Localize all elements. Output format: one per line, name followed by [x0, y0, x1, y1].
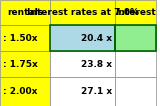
Text: Interest: Interest: [115, 8, 156, 17]
Bar: [50, 0, 115, 25]
Text: rentals: rentals: [7, 8, 43, 17]
Text: : 1.75x: : 1.75x: [3, 60, 38, 69]
Bar: [0, 77, 50, 106]
Text: 20.4 x: 20.4 x: [81, 34, 112, 43]
Text: Interest rates at 7.0%: Interest rates at 7.0%: [27, 8, 139, 17]
Text: 23.8 x: 23.8 x: [81, 60, 112, 69]
Bar: [115, 25, 156, 51]
Bar: [50, 25, 115, 51]
Text: 27.1 x: 27.1 x: [81, 87, 112, 96]
Bar: [50, 25, 115, 51]
Bar: [115, 77, 156, 106]
Text: : 1.50x: : 1.50x: [3, 34, 38, 43]
Bar: [115, 51, 156, 77]
Bar: [50, 77, 115, 106]
Bar: [50, 51, 115, 77]
Bar: [0, 51, 50, 77]
Bar: [115, 25, 156, 51]
Bar: [0, 0, 50, 25]
Bar: [115, 0, 156, 25]
Text: : 2.00x: : 2.00x: [3, 87, 37, 96]
Bar: [0, 25, 50, 51]
